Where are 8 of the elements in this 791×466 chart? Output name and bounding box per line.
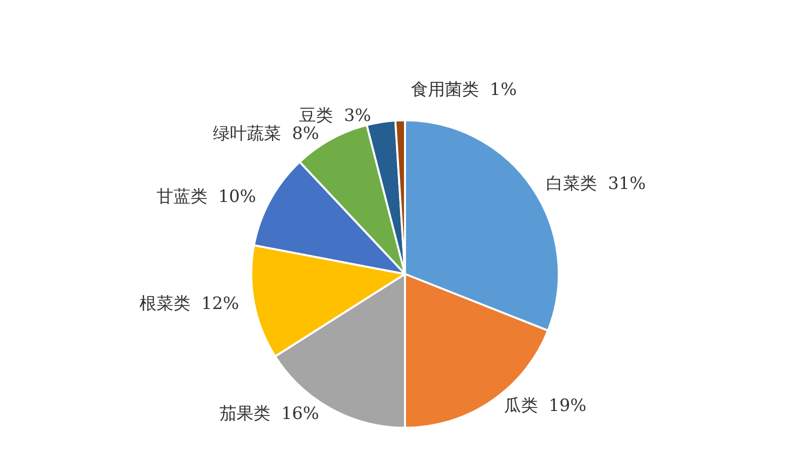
slice-label: 白菜类 31% <box>546 174 646 194</box>
slice-label: 绿叶蔬菜 8% <box>213 124 320 144</box>
slice-label: 甘蓝类 10% <box>156 187 256 208</box>
slice-label: 瓜类 19% <box>504 396 586 416</box>
slice-label: 豆类 3% <box>299 106 372 126</box>
slice-label: 茄果类 16% <box>219 404 320 424</box>
slice-label: 根菜类 12% <box>139 294 240 314</box>
slice-label: 食用菌类 1% <box>410 80 517 100</box>
